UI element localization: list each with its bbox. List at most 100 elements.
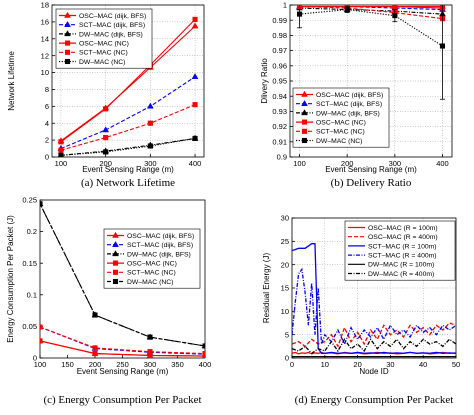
x-tick-label: 10 bbox=[321, 360, 329, 369]
legend-marker bbox=[64, 11, 71, 18]
legend-marker bbox=[301, 128, 308, 134]
series-line bbox=[60, 18, 196, 143]
legend-marker bbox=[112, 260, 119, 266]
legend-marker bbox=[301, 119, 308, 125]
data-point bbox=[58, 139, 64, 145]
x-tick-label: 300 bbox=[389, 159, 402, 168]
y-tick-label: 0.98 bbox=[272, 31, 287, 40]
data-point bbox=[191, 22, 199, 29]
data-point bbox=[192, 135, 198, 141]
y-axis-label: Dlivery Ratio bbox=[260, 58, 269, 104]
y-tick-label: 2 bbox=[45, 136, 49, 145]
data-point bbox=[40, 201, 43, 207]
series-group bbox=[296, 5, 446, 100]
legend-marker bbox=[64, 58, 71, 65]
legend-marker bbox=[112, 250, 119, 257]
data-point bbox=[146, 102, 154, 109]
data-point bbox=[147, 143, 153, 149]
axes-box bbox=[39, 199, 206, 359]
legend-label: SCT–MAC (R = 100m) bbox=[368, 243, 437, 250]
series-line bbox=[299, 5, 443, 9]
x-tick-label: 200 bbox=[99, 159, 112, 168]
y-tick-label: 0.15 bbox=[22, 259, 37, 268]
legend-label: DW–MAC (dijk, BFS) bbox=[316, 110, 380, 117]
legend-label: OSC–MAC (NC) bbox=[316, 120, 366, 127]
legend-marker bbox=[64, 40, 71, 46]
legend-marker bbox=[64, 30, 71, 37]
y-tick-label: 0.96 bbox=[272, 61, 287, 70]
x-tick-label: 100 bbox=[55, 159, 68, 168]
legend: OSC–MAC (dijk, BFS) SCT–MAC (dijk, BFS) DW… bbox=[292, 87, 390, 148]
x-tick-label: 250 bbox=[116, 360, 129, 369]
y-tick-label: 0.94 bbox=[272, 92, 287, 101]
legend-label: OSC–MAC (dijk, BFS) bbox=[316, 92, 383, 99]
x-tick-label: 30 bbox=[386, 360, 394, 369]
data-point bbox=[92, 345, 98, 351]
x-tick-label: 200 bbox=[89, 360, 102, 369]
y-tick-label: 1 bbox=[283, 1, 287, 10]
y-tick-label: 0.91 bbox=[272, 137, 287, 146]
x-tick-label: 50 bbox=[452, 360, 460, 369]
legend-marker bbox=[301, 90, 308, 97]
data-point bbox=[202, 351, 205, 357]
series-line bbox=[299, 9, 443, 47]
data-point bbox=[192, 102, 198, 108]
legend-label: OSC–MAC (R = 400m) bbox=[368, 234, 438, 241]
series-line bbox=[292, 243, 456, 354]
data-point bbox=[439, 43, 446, 49]
x-axis-label: Event Sensing Range (m) bbox=[82, 165, 174, 174]
data-point bbox=[202, 343, 205, 349]
y-tick-label: 0 bbox=[33, 354, 37, 363]
x-axis-label: Event Sensing Range (m) bbox=[77, 367, 169, 376]
x-tick-label: 0 bbox=[290, 360, 294, 369]
legend-marker bbox=[301, 99, 308, 106]
legend-label: SCT–MAC (dijk, BFS) bbox=[316, 101, 382, 108]
y-tick-label: 0.05 bbox=[22, 322, 37, 331]
x-tick-label: 150 bbox=[61, 360, 74, 369]
y-tick-label: 18 bbox=[41, 1, 49, 10]
data-point bbox=[40, 324, 43, 330]
x-tick-label: 300 bbox=[144, 159, 157, 168]
data-point bbox=[296, 11, 303, 17]
y-tick-label: 15 bbox=[281, 284, 289, 293]
data-point bbox=[102, 126, 110, 133]
data-point bbox=[58, 147, 64, 153]
x-tick-label: 300 bbox=[144, 360, 157, 369]
series-line bbox=[40, 326, 205, 355]
legend-label: DW–MAC (dijk, BFS) bbox=[79, 31, 143, 38]
legend-label: DW–MAC (R = 100m) bbox=[368, 262, 434, 269]
data-point bbox=[344, 7, 350, 13]
series-line bbox=[40, 326, 205, 355]
data-point bbox=[103, 106, 109, 112]
legend-label: DW–MAC (R = 400m) bbox=[368, 271, 434, 278]
legend-marker bbox=[301, 109, 308, 116]
y-tick-label: 0.95 bbox=[272, 77, 287, 86]
legend-marker bbox=[112, 240, 119, 247]
data-point bbox=[103, 149, 109, 155]
legend-label: DW–MAC (NC) bbox=[316, 138, 362, 145]
legend-marker bbox=[64, 20, 71, 27]
legend-label: OSC–MAC (dijk, BFS) bbox=[127, 233, 194, 240]
axes-box bbox=[51, 4, 205, 158]
legend-label: SCT–MAC (dijk, BFS) bbox=[127, 242, 193, 249]
series-line bbox=[40, 203, 205, 347]
legend: OSC–MAC (dijk, BFS) SCT–MAC (dijk, BFS) DW… bbox=[55, 8, 153, 69]
y-tick-label: 0.93 bbox=[272, 107, 287, 116]
y-tick-label: 0.92 bbox=[272, 122, 287, 131]
series-line bbox=[60, 104, 196, 151]
y-tick-label: 10 bbox=[281, 307, 289, 316]
series-line bbox=[60, 137, 196, 156]
x-tick-label: 40 bbox=[419, 360, 427, 369]
x-axis-label: Event Sensing Range (m) bbox=[325, 165, 417, 174]
axes-box bbox=[289, 4, 453, 158]
legend-label: OSC–MAC (dijk, BFS) bbox=[79, 13, 146, 20]
y-tick-label: 5 bbox=[285, 330, 289, 339]
x-tick-label: 400 bbox=[436, 159, 449, 168]
data-point bbox=[58, 152, 64, 157]
legend-label: SCT–MAC (dijk, BFS) bbox=[79, 22, 145, 29]
chart-panel-1: 100 200 300 400 0 2 4 6 8 10 12 14 16 18 OSC–MAC (dijk… bbox=[7, 1, 205, 189]
series-line bbox=[40, 340, 205, 357]
y-axis-label: Network Lifetime bbox=[7, 51, 16, 111]
legend-box bbox=[55, 8, 153, 69]
data-point bbox=[147, 120, 153, 126]
